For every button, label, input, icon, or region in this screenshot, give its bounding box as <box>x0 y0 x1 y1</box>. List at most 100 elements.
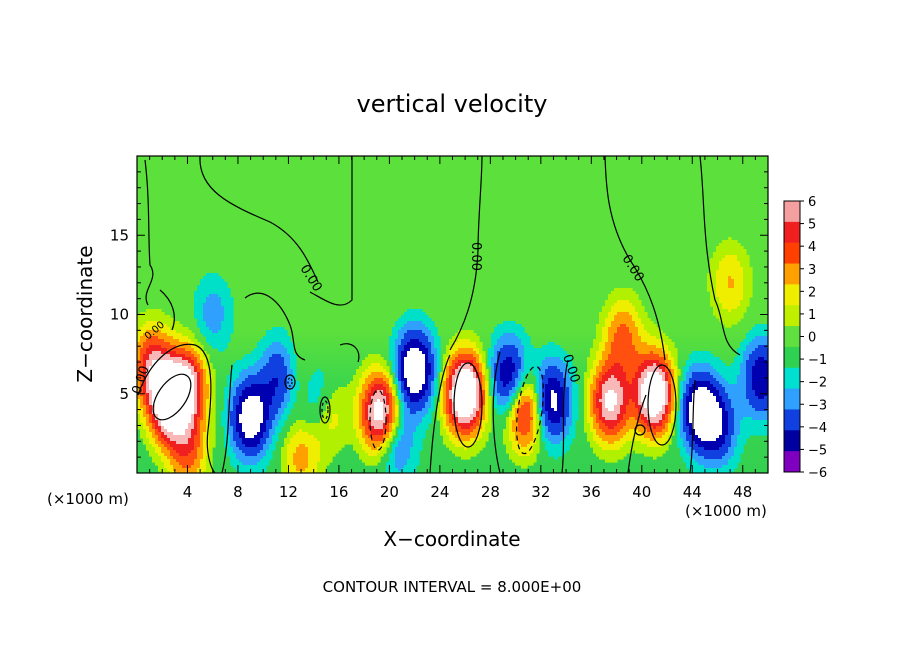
heatmap-cell <box>704 393 708 397</box>
heatmap-cell <box>470 348 474 352</box>
heatmap-cell <box>734 270 738 274</box>
heatmap-cell <box>650 348 654 352</box>
heatmap-cell <box>377 375 381 379</box>
heatmap-cell <box>170 402 174 406</box>
heatmap-cell <box>203 372 207 376</box>
heatmap-cell <box>200 405 204 409</box>
heatmap-cell <box>266 336 270 340</box>
heatmap-cell <box>284 399 288 403</box>
heatmap-cell <box>731 279 735 283</box>
heatmap-cell <box>293 393 297 397</box>
heatmap-cell <box>215 312 219 316</box>
heatmap-cell <box>242 405 246 409</box>
heatmap-cell <box>176 378 180 382</box>
heatmap-cell <box>431 378 435 382</box>
heatmap-cell <box>434 363 438 367</box>
heatmap-cell <box>278 372 282 376</box>
heatmap-cell <box>476 348 480 352</box>
heatmap-cell <box>701 363 705 367</box>
heatmap-cell <box>440 387 444 391</box>
heatmap-cell <box>476 360 480 364</box>
heatmap-cell <box>737 297 741 301</box>
heatmap-cell <box>149 318 153 322</box>
heatmap-cell <box>386 390 390 394</box>
heatmap-cell <box>731 255 735 259</box>
heatmap-cell <box>374 360 378 364</box>
heatmap-cell <box>311 399 315 403</box>
heatmap-cell <box>143 345 147 349</box>
heatmap-cell <box>167 336 171 340</box>
heatmap-cell <box>524 357 528 361</box>
heatmap-cell <box>182 345 186 349</box>
heatmap-cell <box>239 399 243 403</box>
heatmap-cell <box>509 369 513 373</box>
heatmap-cell <box>734 372 738 376</box>
heatmap-cell <box>539 402 543 406</box>
heatmap-cell <box>140 321 144 325</box>
heatmap-cell <box>170 360 174 364</box>
heatmap-cell <box>647 372 651 376</box>
heatmap-cell <box>386 384 390 388</box>
heatmap-cell <box>563 366 567 370</box>
heatmap-cell <box>152 393 156 397</box>
heatmap-cell <box>227 306 231 310</box>
heatmap-cell <box>227 399 231 403</box>
heatmap-cell <box>605 336 609 340</box>
heatmap-cell <box>737 375 741 379</box>
heatmap-cell <box>605 309 609 313</box>
heatmap-cell <box>146 384 150 388</box>
heatmap-cell <box>608 348 612 352</box>
heatmap-cell <box>158 375 162 379</box>
heatmap-cell <box>170 393 174 397</box>
heatmap-cell <box>671 384 675 388</box>
heatmap-cell <box>143 315 147 319</box>
heatmap-cell <box>671 387 675 391</box>
heatmap-cell <box>602 372 606 376</box>
heatmap-cell <box>566 399 570 403</box>
heatmap-cell <box>698 390 702 394</box>
heatmap-cell <box>740 285 744 289</box>
heatmap-cell <box>281 354 285 358</box>
heatmap-cell <box>740 279 744 283</box>
heatmap-cell <box>209 273 213 277</box>
heatmap-cell <box>428 321 432 325</box>
heatmap-cell <box>308 381 312 385</box>
heatmap-cell <box>527 390 531 394</box>
heatmap-cell <box>287 357 291 361</box>
heatmap-cell <box>608 303 612 307</box>
heatmap-cell <box>356 390 360 394</box>
heatmap-cell <box>587 402 591 406</box>
heatmap-cell <box>734 321 738 325</box>
heatmap-cell <box>629 393 633 397</box>
heatmap-cell <box>608 369 612 373</box>
heatmap-cell <box>167 315 171 319</box>
heatmap-cell <box>137 354 141 358</box>
heatmap-cell <box>374 357 378 361</box>
heatmap-cell <box>665 390 669 394</box>
heatmap-cell <box>497 399 501 403</box>
heatmap-cell <box>650 327 654 331</box>
heatmap-cell <box>386 396 390 400</box>
heatmap-cell <box>233 405 237 409</box>
heatmap-cell <box>185 330 189 334</box>
heatmap-cell <box>758 390 762 394</box>
heatmap-cell <box>155 327 159 331</box>
heatmap-cell <box>272 357 276 361</box>
heatmap-cell <box>428 354 432 358</box>
heatmap-cell <box>419 324 423 328</box>
heatmap-cell <box>626 345 630 349</box>
heatmap-cell <box>623 318 627 322</box>
heatmap-cell <box>554 366 558 370</box>
heatmap-cell <box>548 363 552 367</box>
heatmap-cell <box>371 363 375 367</box>
heatmap-cell <box>431 348 435 352</box>
heatmap-cell <box>488 351 492 355</box>
heatmap-cell <box>461 360 465 364</box>
heatmap-cell <box>143 372 147 376</box>
heatmap-cell <box>314 390 318 394</box>
heatmap-cell <box>725 261 729 265</box>
heatmap-cell <box>389 354 393 358</box>
heatmap-cell <box>203 393 207 397</box>
heatmap-cell <box>164 384 168 388</box>
heatmap-cell <box>608 396 612 400</box>
